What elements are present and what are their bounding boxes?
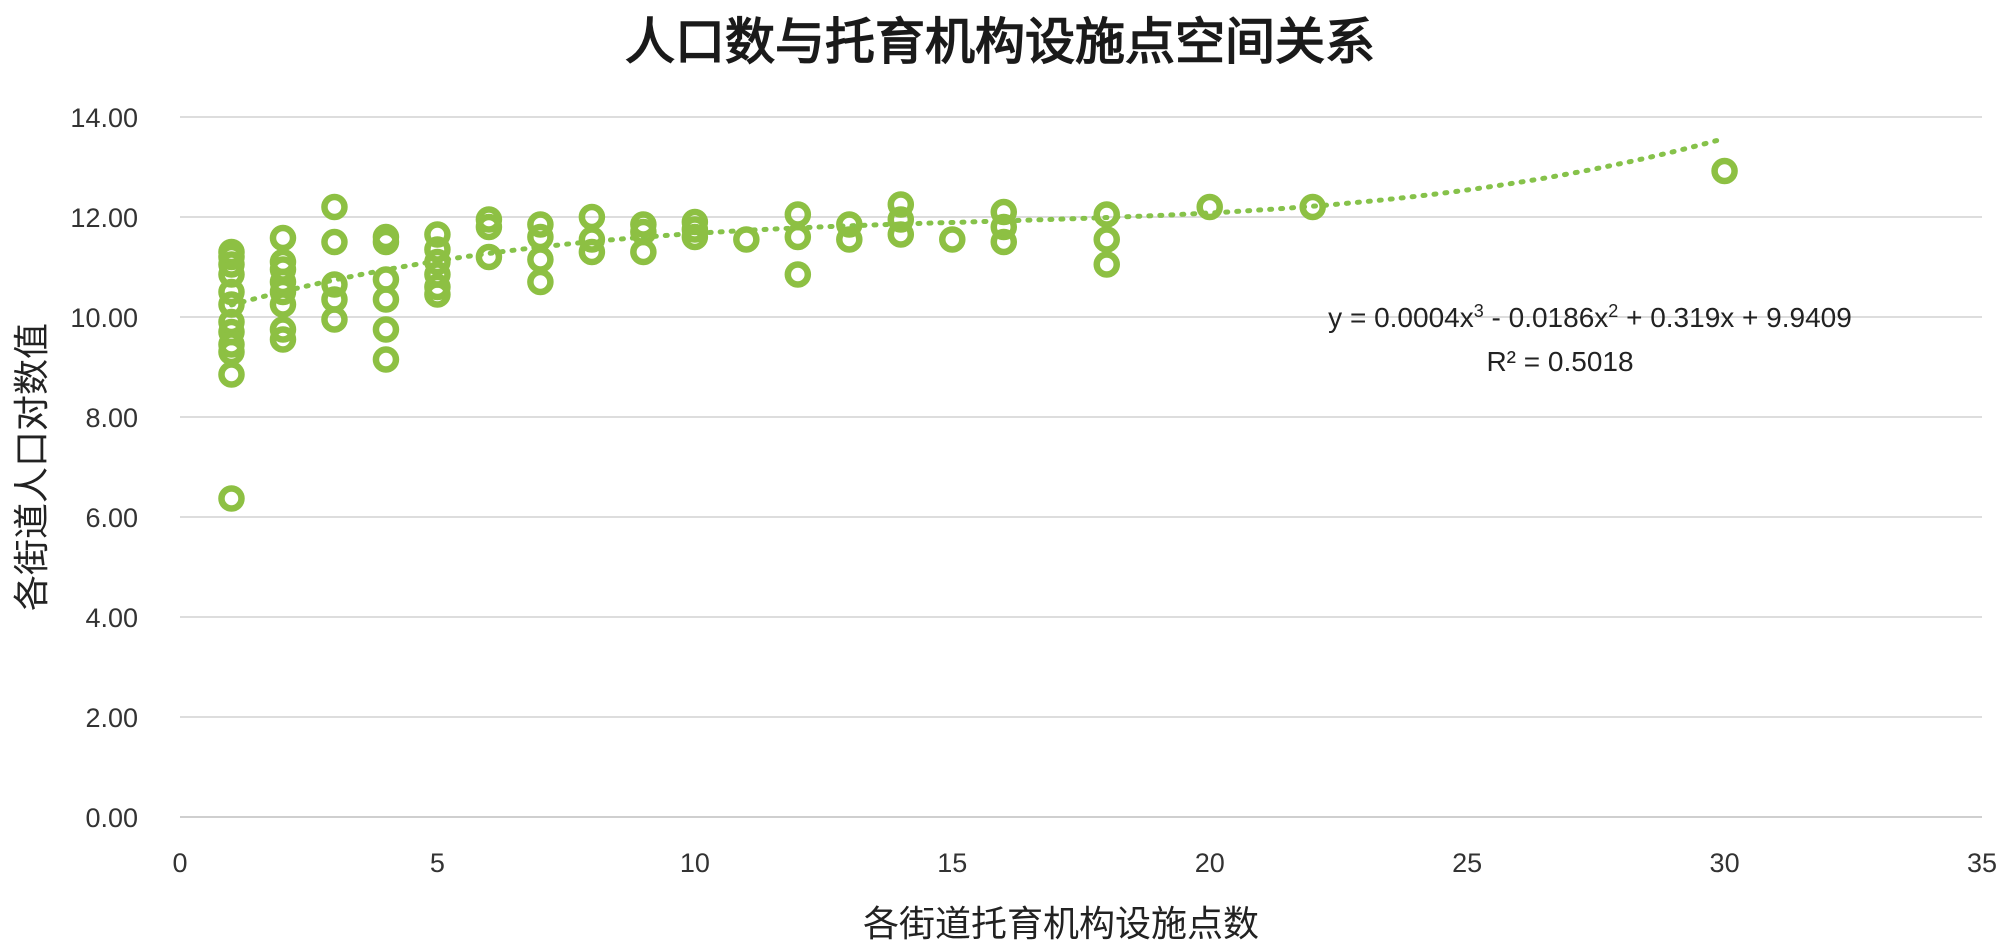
data-point xyxy=(836,211,863,238)
data-point xyxy=(527,211,554,238)
data-point xyxy=(939,226,966,253)
data-point xyxy=(424,281,451,308)
y-tick-label: 0.00 xyxy=(85,803,138,833)
data-point xyxy=(1711,157,1738,185)
data-point xyxy=(269,326,297,353)
data-point xyxy=(681,223,709,251)
data-point xyxy=(784,223,812,251)
y-tick-label: 2.00 xyxy=(85,703,138,733)
data-point xyxy=(269,224,297,252)
data-point xyxy=(218,485,245,512)
y-tick-label: 12.00 xyxy=(70,203,138,233)
data-point xyxy=(887,191,915,218)
data-point xyxy=(424,248,451,276)
x-axis-title: 各街道托育机构设施点数 xyxy=(863,904,1259,945)
data-point xyxy=(527,268,554,296)
data-point xyxy=(321,228,348,256)
data-point xyxy=(836,226,863,253)
y-tick-label: 14.00 xyxy=(70,103,138,133)
y-tick-label: 4.00 xyxy=(85,603,138,633)
x-tick-label: 30 xyxy=(1710,848,1740,878)
y-axis-title: 各街道人口对数值 xyxy=(12,323,53,611)
data-point xyxy=(990,198,1018,226)
data-point xyxy=(990,228,1018,256)
data-point xyxy=(630,238,657,266)
data-point xyxy=(578,238,606,266)
data-point xyxy=(372,346,400,373)
data-point xyxy=(218,361,245,388)
x-tick-label: 10 xyxy=(680,848,710,878)
gridlines xyxy=(180,116,1982,718)
x-tick-label: 25 xyxy=(1452,848,1482,878)
data-point xyxy=(1299,193,1326,221)
data-point xyxy=(475,213,503,241)
data-point xyxy=(1093,201,1120,228)
x-tick-label: 20 xyxy=(1195,848,1225,878)
data-points xyxy=(218,157,1738,512)
data-point xyxy=(784,201,812,228)
data-point xyxy=(1093,226,1120,253)
x-tick-label: 35 xyxy=(1967,848,1997,878)
data-point xyxy=(372,316,400,343)
data-point xyxy=(990,213,1018,241)
data-point xyxy=(424,221,451,248)
data-point xyxy=(269,291,297,318)
chart-title: 人口数与托育机构设施点空间关系 xyxy=(625,12,1375,71)
x-axis-ticks: 0 5 10 15 20 25 30 35 xyxy=(172,848,1997,878)
data-point xyxy=(218,278,245,306)
trendline xyxy=(229,136,1728,308)
data-point xyxy=(578,226,606,253)
data-point xyxy=(372,228,400,256)
data-point xyxy=(321,193,348,221)
data-point xyxy=(321,271,348,298)
data-point xyxy=(887,206,915,233)
data-point xyxy=(887,221,915,248)
y-tick-label: 6.00 xyxy=(85,503,138,533)
data-point xyxy=(218,251,245,278)
data-point xyxy=(733,226,760,253)
data-point xyxy=(269,278,297,306)
data-point xyxy=(1093,251,1120,278)
x-tick-label: 15 xyxy=(937,848,967,878)
data-point xyxy=(527,246,554,273)
y-tick-label: 10.00 xyxy=(70,303,138,333)
data-point xyxy=(321,306,348,333)
data-point xyxy=(424,236,451,263)
trendline-equation: y = 0.0004x3 - 0.0186x2 + 0.319x + 9.940… xyxy=(1328,301,1852,333)
x-tick-label: 0 xyxy=(172,848,187,878)
data-point xyxy=(269,316,297,343)
data-point xyxy=(475,243,503,271)
data-point xyxy=(784,261,812,288)
y-axis-ticks: 0.00 2.00 4.00 6.00 8.00 10.00 12.00 14.00 xyxy=(70,103,138,833)
r-squared-label: R² = 0.5018 xyxy=(1486,346,1633,377)
data-point xyxy=(372,286,400,313)
y-tick-label: 8.00 xyxy=(85,403,138,433)
data-point xyxy=(1196,193,1223,221)
x-tick-label: 5 xyxy=(430,848,445,878)
